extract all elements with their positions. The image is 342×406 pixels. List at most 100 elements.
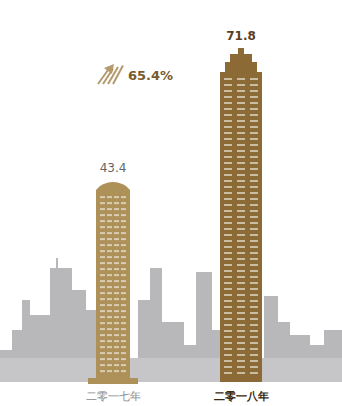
window xyxy=(100,274,105,276)
window xyxy=(100,292,105,294)
window xyxy=(237,204,245,206)
window xyxy=(121,322,126,324)
window xyxy=(237,276,245,278)
window xyxy=(237,120,245,122)
window xyxy=(237,312,245,314)
window xyxy=(107,334,112,336)
bar xyxy=(220,48,262,382)
window xyxy=(224,186,232,188)
window xyxy=(250,240,258,242)
window xyxy=(224,102,232,104)
window xyxy=(250,132,258,134)
window xyxy=(107,220,112,222)
window xyxy=(114,244,119,246)
window xyxy=(121,304,126,306)
window xyxy=(100,232,105,234)
window xyxy=(237,114,245,116)
window xyxy=(121,232,126,234)
window xyxy=(237,258,245,260)
window xyxy=(107,310,112,312)
skyline xyxy=(0,258,342,382)
data-label: 71.8 xyxy=(226,29,256,43)
window xyxy=(237,126,245,128)
window xyxy=(250,102,258,104)
window xyxy=(224,210,232,212)
window xyxy=(224,234,232,236)
icon-stripe xyxy=(113,66,123,85)
chart: 43.4二零一七年71.8二零一八年65.4% xyxy=(0,0,342,406)
window xyxy=(107,328,112,330)
window xyxy=(107,268,112,270)
window xyxy=(237,90,245,92)
window xyxy=(237,294,245,296)
window xyxy=(114,328,119,330)
window xyxy=(100,202,105,204)
window xyxy=(237,150,245,152)
window xyxy=(121,292,126,294)
window xyxy=(250,84,258,86)
plinth xyxy=(88,378,138,384)
window xyxy=(114,334,119,336)
window xyxy=(237,78,245,80)
window xyxy=(250,324,258,326)
window xyxy=(100,346,105,348)
window xyxy=(224,288,232,290)
window xyxy=(237,252,245,254)
window xyxy=(250,78,258,80)
window xyxy=(100,280,105,282)
window xyxy=(114,340,119,342)
windows xyxy=(100,196,126,372)
window xyxy=(237,138,245,140)
window xyxy=(237,336,245,338)
window xyxy=(224,228,232,230)
window xyxy=(250,270,258,272)
window xyxy=(250,156,258,158)
window xyxy=(114,262,119,264)
window xyxy=(114,370,119,372)
window xyxy=(100,208,105,210)
skyline-ground xyxy=(0,358,342,382)
window xyxy=(114,322,119,324)
window xyxy=(224,204,232,206)
window xyxy=(121,364,126,366)
window xyxy=(121,316,126,318)
window xyxy=(224,294,232,296)
window xyxy=(237,96,245,98)
window xyxy=(224,276,232,278)
window xyxy=(237,246,245,248)
window xyxy=(114,364,119,366)
window xyxy=(107,244,112,246)
window xyxy=(121,250,126,252)
window xyxy=(224,264,232,266)
window xyxy=(224,180,232,182)
window xyxy=(224,120,232,122)
window xyxy=(250,198,258,200)
window xyxy=(224,108,232,110)
window xyxy=(114,352,119,354)
window xyxy=(121,310,126,312)
window xyxy=(224,300,232,302)
window xyxy=(114,358,119,360)
window xyxy=(114,292,119,294)
window xyxy=(107,214,112,216)
window xyxy=(237,192,245,194)
window xyxy=(100,214,105,216)
window xyxy=(237,132,245,134)
window xyxy=(250,264,258,266)
window xyxy=(237,186,245,188)
window xyxy=(224,246,232,248)
window xyxy=(237,342,245,344)
window xyxy=(224,150,232,152)
window xyxy=(114,268,119,270)
window xyxy=(250,294,258,296)
window xyxy=(100,262,105,264)
window xyxy=(224,156,232,158)
window xyxy=(224,192,232,194)
window xyxy=(114,346,119,348)
window xyxy=(107,256,112,258)
window xyxy=(224,90,232,92)
window xyxy=(237,108,245,110)
window xyxy=(100,310,105,312)
window xyxy=(237,360,245,362)
window xyxy=(250,342,258,344)
